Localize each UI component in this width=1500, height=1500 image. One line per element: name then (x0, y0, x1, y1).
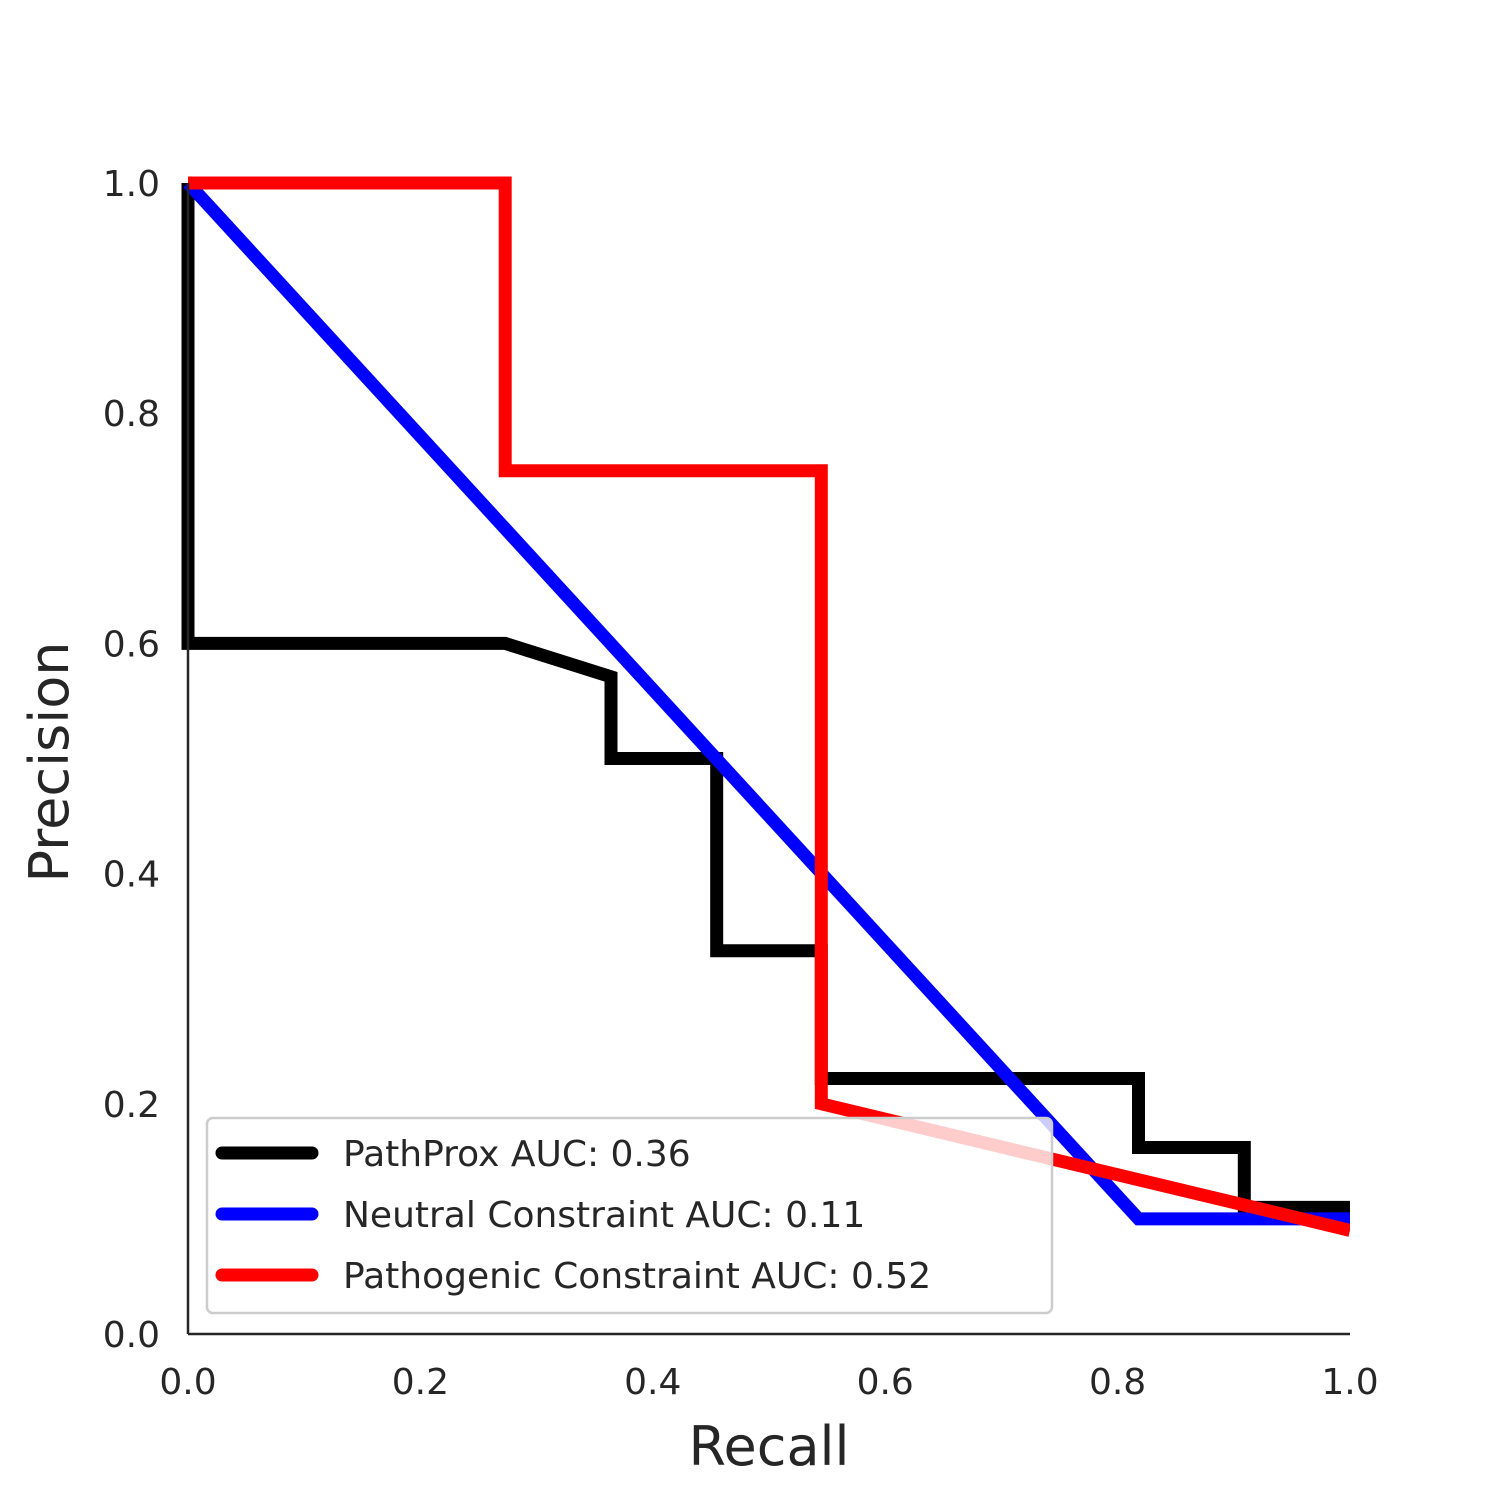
x-tick-label-5: 1.0 (1321, 1362, 1378, 1403)
y-tick-label-4: 0.8 (103, 394, 160, 435)
legend-entry-0: PathProx AUC: 0.36 (343, 1134, 691, 1175)
x-tick-label-3: 0.6 (857, 1362, 914, 1403)
series-line-2 (188, 176, 1350, 1237)
series-layer (181, 176, 1350, 1237)
legend-frame (205, 1116, 1054, 1315)
x-axis-label: Recall (688, 1415, 849, 1478)
legend-entry-1: Neutral Constraint AUC: 0.11 (343, 1195, 865, 1236)
series-line-0 (181, 183, 1350, 1214)
axes (186, 183, 1350, 1336)
y-tick-label-0: 0.0 (103, 1315, 160, 1356)
series-line-1 (183, 178, 1350, 1226)
legend: PathProx AUC: 0.36 Neutral Constraint AUC… (205, 1116, 1054, 1315)
y-tick-label-3: 0.6 (103, 624, 160, 665)
x-tick-label-0: 0.0 (159, 1362, 216, 1403)
tick-labels: 0.0 0.2 0.4 0.6 0.8 1.0 0.0 0.2 0.4 0.6 0.8 1.0 (103, 164, 1379, 1403)
y-tick-label-5: 1.0 (103, 164, 160, 205)
y-tick-label-1: 0.2 (103, 1085, 160, 1126)
x-tick-label-4: 0.8 (1089, 1362, 1146, 1403)
y-tick-label-2: 0.4 (103, 855, 160, 896)
legend-entry-2: Pathogenic Constraint AUC: 0.52 (343, 1256, 931, 1297)
x-tick-label-2: 0.4 (624, 1362, 681, 1403)
x-tick-label-1: 0.2 (392, 1362, 449, 1403)
y-axis-label: Precision (18, 642, 81, 883)
